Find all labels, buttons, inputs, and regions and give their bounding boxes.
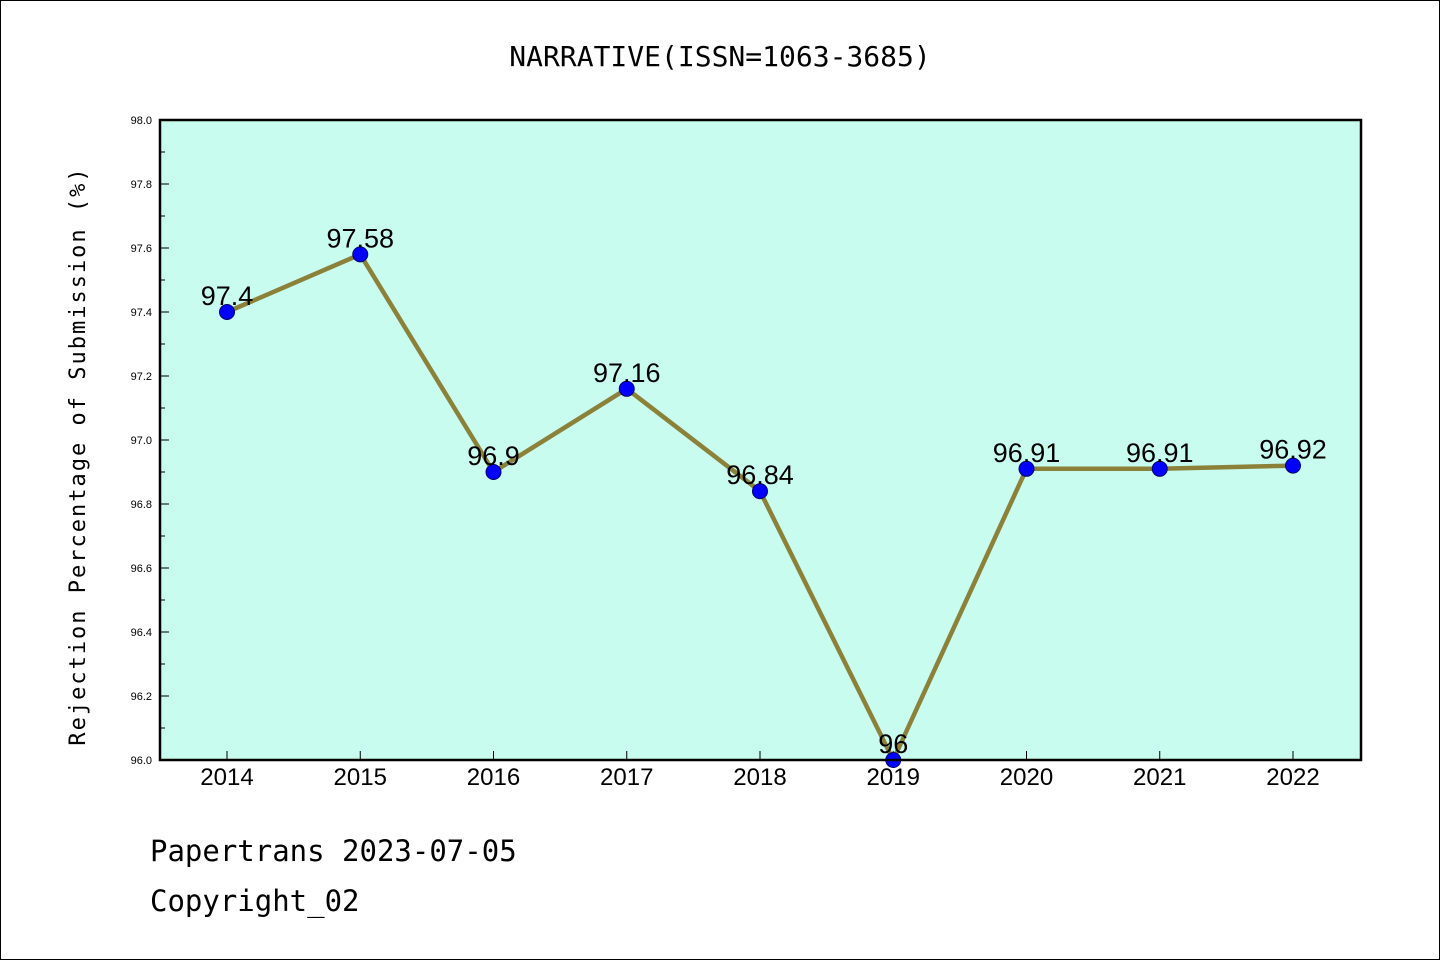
y-tick-label: 98.0	[131, 115, 152, 127]
data-point	[1018, 460, 1035, 477]
y-tick-label: 96.8	[131, 499, 152, 511]
data-label: 96	[878, 729, 908, 759]
y-tick-label: 97.0	[131, 435, 152, 447]
y-tick-label: 96.4	[131, 627, 152, 639]
y-tick-label: 96.6	[131, 563, 152, 575]
y-tick-label: 97.4	[131, 307, 152, 319]
plot-border	[158, 118, 1363, 762]
data-point	[352, 246, 369, 263]
footer-date: Papertrans 2023-07-05	[150, 834, 517, 868]
y-axis-label: Rejection Percentage of Submission (%)	[66, 166, 91, 745]
data-label: 97.16	[593, 358, 661, 388]
data-label: 96.91	[993, 438, 1061, 468]
footer-copyright: Copyright_02	[150, 884, 360, 918]
data-label: 96.92	[1259, 435, 1327, 465]
x-tick-label: 2022	[1266, 764, 1319, 791]
x-tick-label: 2015	[334, 764, 387, 791]
y-tick-label: 97.8	[131, 179, 152, 191]
series-rejection-percentage	[219, 246, 1301, 768]
data-label: 97.58	[326, 223, 394, 253]
y-tick-label: 97.2	[131, 371, 152, 383]
plot-area	[160, 120, 1361, 760]
y-tick-label: 96.2	[131, 691, 152, 703]
data-point	[618, 380, 635, 397]
chart-title: NARRATIVE(ISSN=1063-3685)	[509, 40, 930, 73]
y-tick-label: 96.0	[131, 755, 152, 767]
data-label: 96.9	[467, 441, 520, 471]
data-point	[1151, 460, 1168, 477]
data-label: 96.91	[1126, 438, 1194, 468]
data-labels: 97.4 97.58 96.9 97.16 96.84 96 96.91 96.91 96.92	[201, 223, 1327, 759]
data-label: 96.84	[726, 460, 794, 490]
data-label: 97.4	[201, 281, 254, 311]
y-axis: 96.0 96.2 96.4 96.6 96.8 97.0 97.2 97.4 97.6 97.8…	[131, 115, 169, 767]
x-tick-label: 2018	[733, 764, 786, 791]
data-point	[752, 483, 768, 500]
x-tick-label: 2019	[867, 764, 920, 791]
x-tick-label: 2014	[200, 764, 253, 791]
data-point	[219, 304, 235, 320]
x-tick-label: 2017	[600, 764, 653, 791]
x-tick-label: 2021	[1133, 764, 1186, 791]
x-tick-label: 2016	[467, 764, 520, 791]
x-axis: 2014 2015 2016 2017 2018 2019 2020 2021 2022	[200, 751, 1320, 791]
data-point	[1285, 457, 1301, 474]
y-tick-label: 97.6	[131, 243, 152, 255]
data-point	[485, 464, 502, 480]
x-tick-label: 2020	[1000, 764, 1053, 791]
